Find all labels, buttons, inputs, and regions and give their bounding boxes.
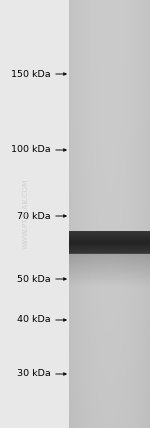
Text: 50 kDa: 50 kDa bbox=[17, 274, 51, 283]
Text: 150 kDa: 150 kDa bbox=[11, 69, 51, 78]
Text: WWW.PTGLAB.COM: WWW.PTGLAB.COM bbox=[23, 179, 29, 249]
Text: 40 kDa: 40 kDa bbox=[17, 315, 51, 324]
Text: 70 kDa: 70 kDa bbox=[17, 211, 51, 220]
Text: 100 kDa: 100 kDa bbox=[11, 146, 51, 155]
Text: 30 kDa: 30 kDa bbox=[17, 369, 51, 378]
